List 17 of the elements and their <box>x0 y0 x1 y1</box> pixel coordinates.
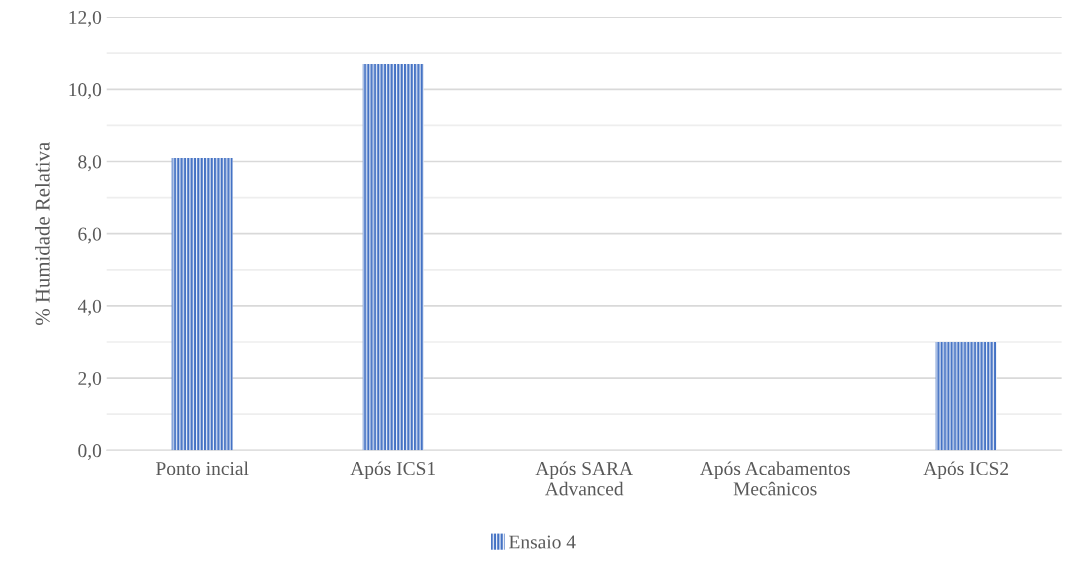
y-tick-label: 6,0 <box>78 227 102 244</box>
x-tick-label: Após ICS1 <box>350 461 435 480</box>
y-tick-label: 2,0 <box>78 371 102 388</box>
y-axis-title: % Humidade Relativa <box>35 142 50 325</box>
y-tick-label: 4,0 <box>77 299 102 316</box>
bar <box>171 157 233 451</box>
bar <box>362 64 424 451</box>
x-tick-label: Após ICS2 <box>923 461 1009 480</box>
legend-label: Ensaio 4 <box>509 535 576 549</box>
x-tick-label: Após SARA Advanced <box>535 461 633 496</box>
bar <box>935 342 997 451</box>
y-tick-label: 8,0 <box>78 155 102 172</box>
y-tick-label: 0,0 <box>78 444 102 461</box>
y-tick-label: 12,0 <box>69 10 102 27</box>
x-tick-label: Ponto incial <box>156 461 249 476</box>
y-tick-label: 10,0 <box>69 83 102 100</box>
x-tick-label: Após Acabamentos Mecânicos <box>700 461 850 496</box>
